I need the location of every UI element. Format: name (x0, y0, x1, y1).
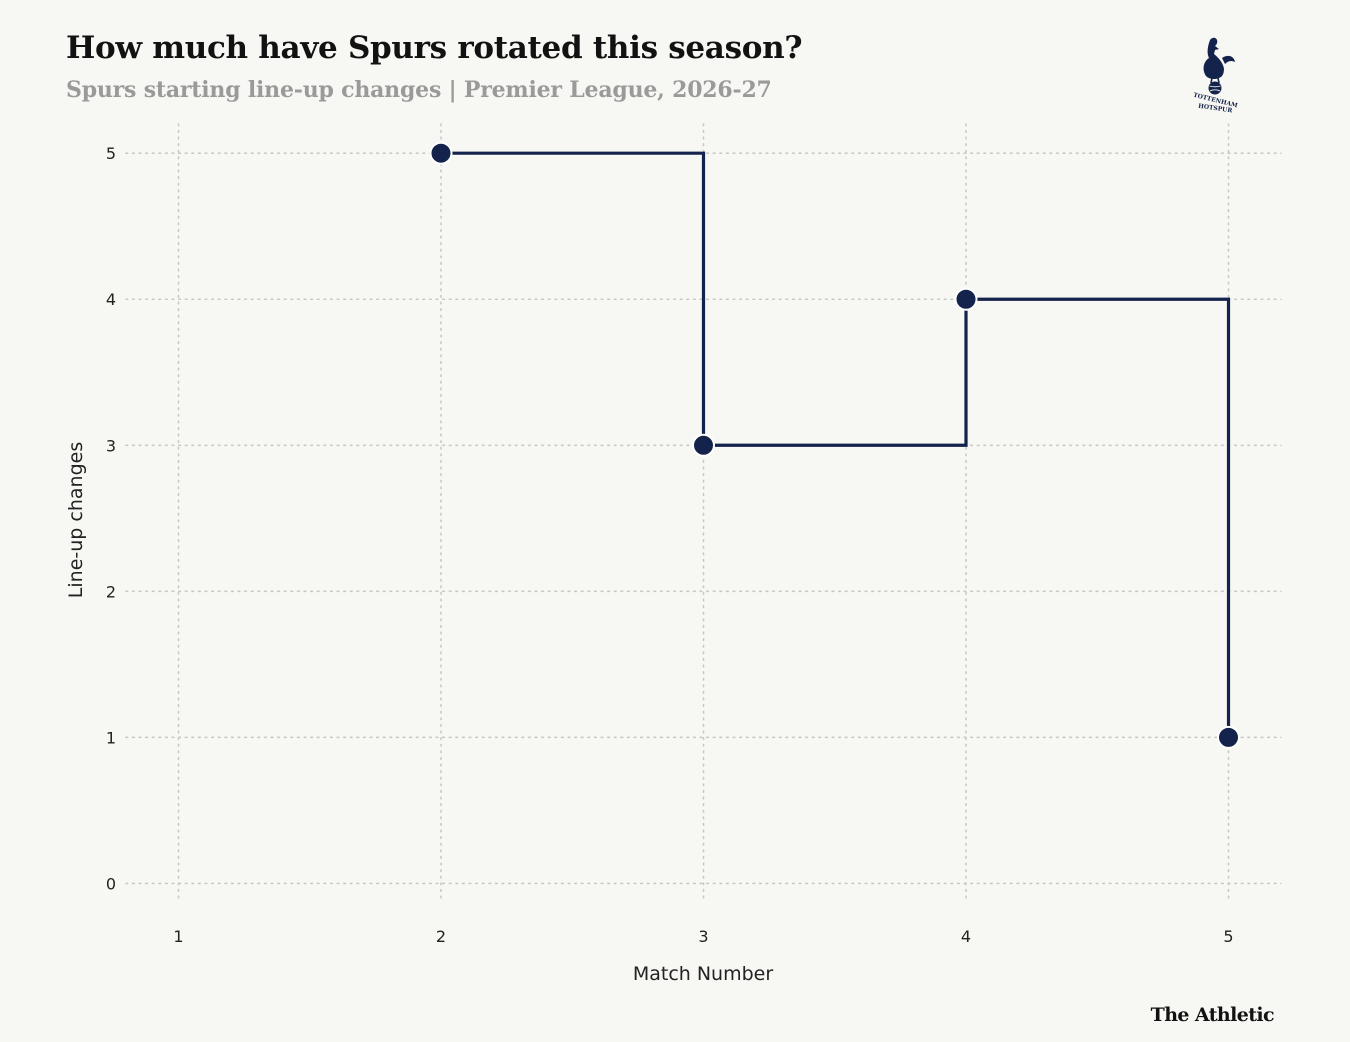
x-tick-label-5: 5 (1223, 927, 1233, 946)
tick-layer: 1 2 3 4 5 0 1 2 3 4 5 (106, 144, 1234, 946)
y-axis-title: Line-up changes (65, 442, 87, 598)
cockerel-crest-icon: TOTTENHAM HOTSPUR (1192, 37, 1239, 114)
series-step-line (441, 151, 1231, 738)
chart-title: How much have Spurs rotated this season? (66, 30, 803, 66)
y-tick-label-2: 2 (106, 582, 116, 601)
grid-layer (125, 123, 1282, 899)
data-point-match-4 (954, 287, 978, 311)
data-point-match-3 (692, 433, 715, 457)
x-tick-label-4: 4 (961, 927, 971, 946)
y-tick-label-5: 5 (106, 144, 116, 163)
y-tick-label-0: 0 (106, 874, 116, 893)
data-point-match-5 (1217, 725, 1240, 749)
x-tick-label-1: 1 (173, 927, 183, 946)
marker-layer (429, 141, 1240, 749)
y-tick-label-1: 1 (106, 728, 116, 747)
y-tick-label-3: 3 (106, 436, 116, 455)
publisher-brand: The Athletic (1150, 1004, 1275, 1026)
x-tick-label-2: 2 (436, 927, 446, 946)
x-axis-title: Match Number (633, 963, 774, 985)
crest-text-bottom: HOTSPUR (1198, 103, 1234, 114)
x-tick-label-3: 3 (698, 927, 708, 946)
chart-subtitle: Spurs starting line-up changes | Premier… (66, 77, 772, 103)
line-layer (441, 151, 1231, 738)
data-point-match-2 (429, 141, 453, 165)
y-tick-label-4: 4 (106, 290, 116, 309)
